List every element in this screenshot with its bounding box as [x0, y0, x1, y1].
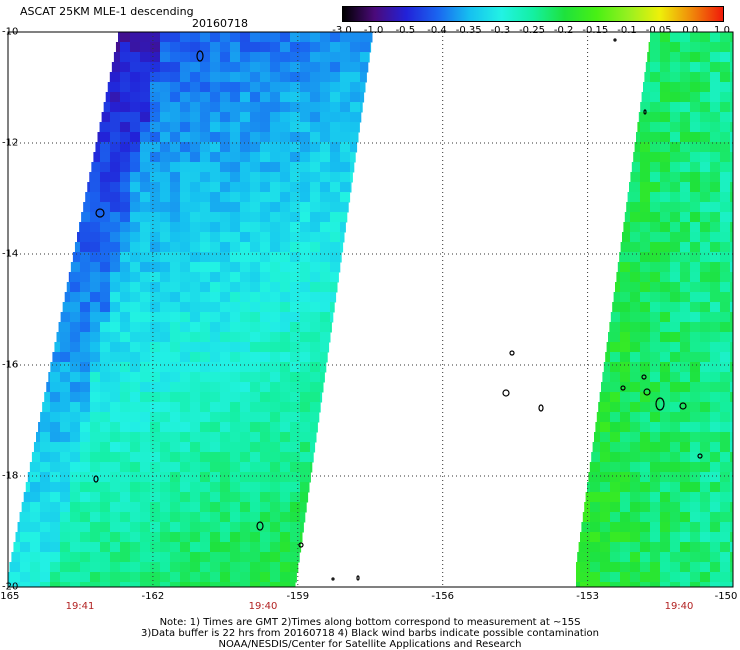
colorbar-tick-label: -0.1	[617, 25, 637, 36]
lat-tick-label: -16	[2, 359, 19, 371]
swath-left	[8, 32, 373, 588]
colorbar-tick-label: -3.0	[332, 25, 352, 36]
colorbar-tick-label: 1.0	[714, 25, 730, 36]
colorbar-tick-label: -0.05	[645, 25, 672, 36]
colorbar-tick-label: -0.35	[455, 25, 482, 36]
map-date: 20160718	[192, 17, 248, 30]
island-outline	[93, 475, 99, 483]
colorbar-tick-label: -0.15	[582, 25, 609, 36]
lon-tick-label: -165	[0, 591, 20, 602]
island-outline	[538, 404, 544, 412]
island-outline	[613, 38, 617, 42]
lon-tick-label: -150	[714, 591, 738, 602]
island-outline	[643, 109, 647, 115]
note-line-1: Note: 1) Times are GMT 2)Times along bot…	[159, 617, 581, 628]
island-outline	[196, 50, 204, 62]
island-outline	[679, 402, 687, 410]
lat-tick-label: -18	[2, 470, 19, 482]
pass-time-label: 19:40	[664, 601, 694, 612]
lon-tick-label: -159	[286, 591, 310, 602]
island-outline	[655, 397, 665, 411]
island-outlines	[93, 38, 703, 581]
lat-tick-label: -14	[2, 248, 19, 260]
swath-right	[576, 32, 734, 588]
colorbar-tick-label: -0.3	[490, 25, 511, 36]
lon-tick-label: -162	[141, 591, 165, 602]
colorbar-tick-label: -0.4	[427, 25, 447, 36]
colorbar-tick-label: 0.0	[682, 25, 699, 36]
island-outline	[502, 389, 510, 397]
pass-time-label: 19:40	[248, 601, 278, 612]
island-outline	[641, 374, 647, 380]
island-outline	[697, 453, 703, 459]
colorbar-tick-label: -0.5	[395, 25, 416, 36]
lat-tick-label: -10	[2, 26, 19, 38]
island-outline	[256, 521, 264, 531]
island-outline	[620, 385, 626, 391]
island-outline	[643, 388, 651, 396]
colorbar-tick-label: -0.25	[519, 25, 545, 36]
island-outline	[509, 350, 515, 356]
colorbar-tick-label: -1.0	[363, 25, 384, 36]
lon-tick-label: -153	[576, 591, 599, 602]
lat-tick-label: -12	[2, 137, 19, 149]
map-frame	[7, 31, 734, 588]
colorbar	[342, 6, 724, 22]
note-line-2: 3)Data buffer is 22 hrs from 20160718 4)…	[141, 628, 599, 639]
note-line-3: NOAA/NESDIS/Center for Satellite Applica…	[218, 639, 522, 650]
lat-tick-label: -20	[2, 581, 19, 593]
colorbar-tick-label: -0.2	[553, 25, 574, 36]
island-outline	[298, 542, 304, 548]
island-outline	[356, 575, 360, 581]
gridlines	[8, 32, 733, 587]
map-title: ASCAT 25KM MLE-1 descending	[20, 5, 194, 18]
pass-time-label: 19:41	[65, 601, 95, 612]
island-outline	[331, 577, 335, 581]
lon-tick-label: -156	[431, 591, 455, 602]
island-outline	[95, 208, 105, 218]
swath-data	[8, 32, 734, 588]
